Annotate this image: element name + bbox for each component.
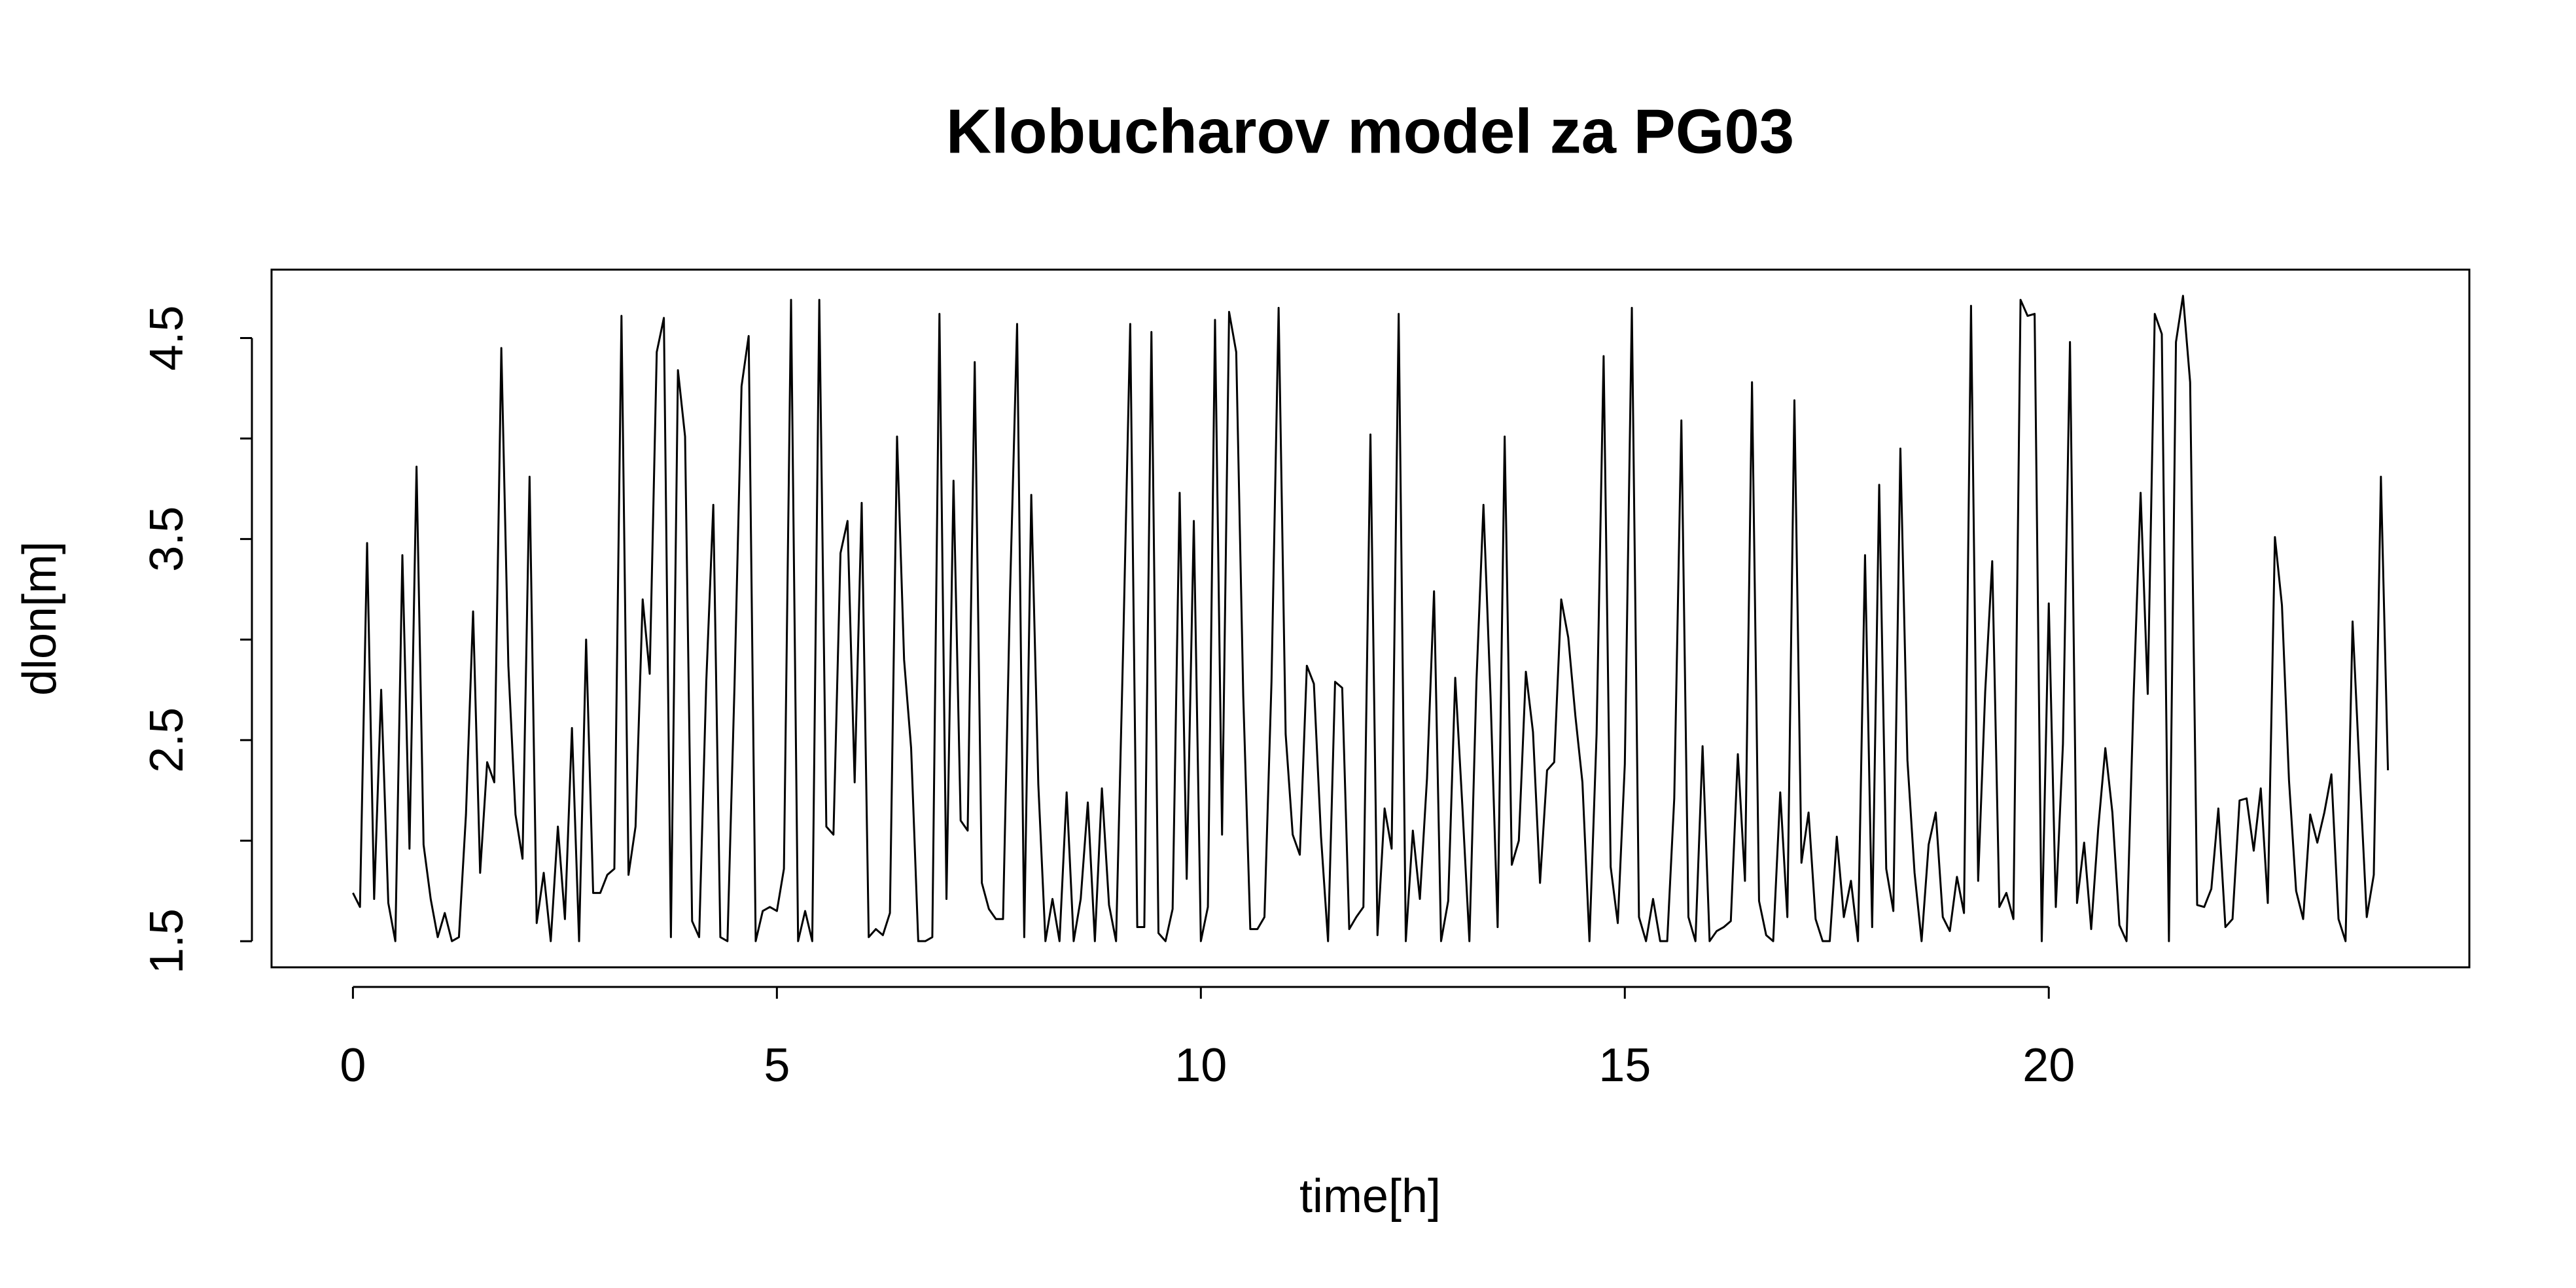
chart-title: Klobucharov model za PG03 [946,96,1794,166]
x-tick-label: 10 [1174,1039,1227,1092]
y-tick-label: 2.5 [141,707,193,773]
data-line [352,295,2390,942]
y-tick-label: 4.5 [141,305,193,370]
x-tick-label: 15 [1598,1039,1651,1092]
y-axis-label: dlon[m] [14,541,66,696]
y-tick-label: 1.5 [141,908,193,974]
x-axis-label: time[h] [1299,1170,1441,1223]
x-tick-label: 0 [340,1039,366,1092]
plot-box [270,268,2471,969]
y-tick-label: 3.5 [141,507,193,572]
x-tick-label: 5 [764,1039,790,1092]
x-tick-label: 20 [2022,1039,2075,1092]
